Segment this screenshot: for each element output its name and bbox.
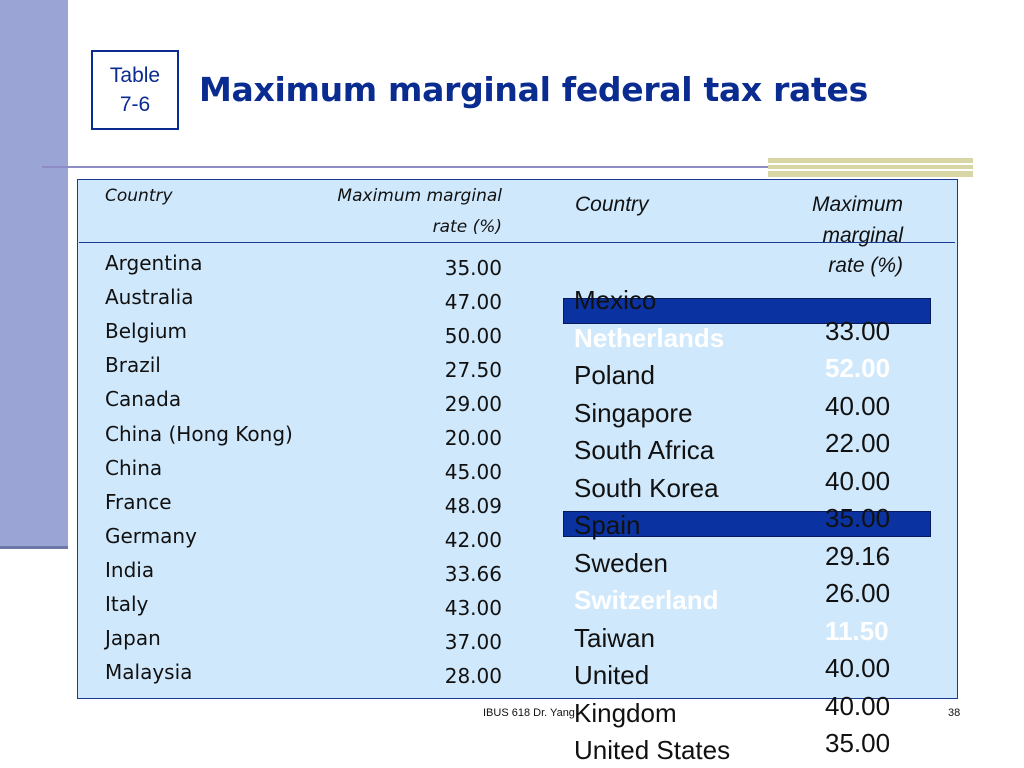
right-country-cell: South Korea	[574, 473, 719, 503]
right-rate-cell: 29.16	[825, 541, 891, 571]
title-underline	[42, 166, 768, 168]
right-country-cell: Spain	[574, 510, 641, 540]
right-header-rate-line1: Maximum	[811, 193, 903, 216]
left-country-cell: China (Hong Kong)	[105, 422, 293, 446]
side-accent-rule	[0, 546, 68, 549]
left-rate-cell: 42.00	[444, 528, 502, 552]
right-country-cell: Switzerland	[574, 585, 719, 615]
left-header-country: Country	[105, 186, 173, 206]
right-rate-cell: 22.00	[825, 428, 891, 458]
table-panel	[77, 179, 958, 699]
left-header-rate-line2: rate (%)	[432, 217, 502, 237]
right-rate-cell: 11.50	[825, 616, 889, 646]
left-rate-cell: 37.00	[444, 630, 502, 654]
decorative-stripes	[768, 158, 973, 178]
left-country-cell: Germany	[105, 524, 197, 548]
highlight-bar	[563, 298, 931, 324]
right-rate-cell: 26.00	[825, 578, 891, 608]
left-rate-cell: 27.50	[444, 358, 502, 382]
right-rate-cell: 40.00	[825, 691, 891, 721]
right-country-cell: Kingdom	[574, 698, 677, 728]
footer-course: IBUS 618 Dr. Yang	[483, 707, 575, 719]
left-country-cell: Italy	[105, 592, 149, 616]
left-country-cell: India	[105, 558, 155, 582]
right-rate-cell: 40.00	[825, 391, 891, 421]
left-rate-cell: 50.00	[444, 324, 502, 348]
left-country-cell: Australia	[105, 285, 194, 309]
left-rate-cell: 28.00	[444, 664, 502, 688]
left-country-cell: Canada	[105, 387, 182, 411]
side-accent-bar	[0, 0, 68, 548]
right-country-cell: South Africa	[574, 435, 715, 465]
right-country-cell: Sweden	[574, 548, 668, 578]
right-header-rate-line3: rate (%)	[828, 254, 903, 277]
right-rate-cell: 40.00	[825, 653, 891, 683]
right-country-cell: United	[574, 660, 650, 690]
header-rule	[79, 242, 955, 243]
right-rate-cell: 52.00	[825, 353, 891, 383]
left-header-rate-line1: Maximum marginal	[337, 186, 502, 206]
left-rate-cell: 33.66	[444, 562, 502, 586]
slide-title: Maximum marginal federal tax rates	[199, 70, 868, 109]
left-country-cell: Japan	[105, 626, 161, 650]
highlight-bar	[563, 511, 931, 537]
right-header-rate-line2: marginal	[822, 224, 903, 247]
left-country-cell: Brazil	[105, 353, 161, 377]
badge-line-2: 7-6	[119, 93, 151, 116]
right-rate-cell: 35.00	[825, 728, 891, 758]
right-country-cell: Mexico	[574, 285, 657, 315]
left-country-cell: Malaysia	[105, 660, 193, 684]
left-rate-cell: 43.00	[444, 596, 502, 620]
right-rate-cell: 35.00	[825, 503, 891, 533]
left-rate-cell: 48.09	[444, 494, 502, 518]
table-number-badge: Table 7-6	[91, 50, 179, 130]
left-rate-cell: 20.00	[444, 426, 502, 450]
left-rate-cell: 47.00	[444, 290, 502, 314]
footer-page-number: 38	[948, 707, 961, 719]
left-rate-cell: 45.00	[444, 460, 502, 484]
right-country-cell: Poland	[574, 360, 655, 390]
right-country-cell: United States	[574, 735, 731, 765]
left-rate-cell: 35.00	[444, 256, 502, 280]
right-header-country: Country	[575, 193, 649, 216]
right-rate-cell: 33.00	[825, 316, 891, 346]
left-country-cell: Argentina	[105, 251, 203, 275]
right-country-cell: Singapore	[574, 398, 693, 428]
right-rate-cell: 40.00	[825, 466, 891, 496]
left-country-cell: France	[105, 490, 172, 514]
left-country-cell: China	[105, 456, 163, 480]
right-country-cell: Netherlands	[574, 323, 725, 353]
right-country-cell: Taiwan	[574, 623, 655, 653]
badge-line-1: Table	[109, 64, 161, 87]
left-country-cell: Belgium	[105, 319, 187, 343]
left-rate-cell: 29.00	[444, 392, 502, 416]
